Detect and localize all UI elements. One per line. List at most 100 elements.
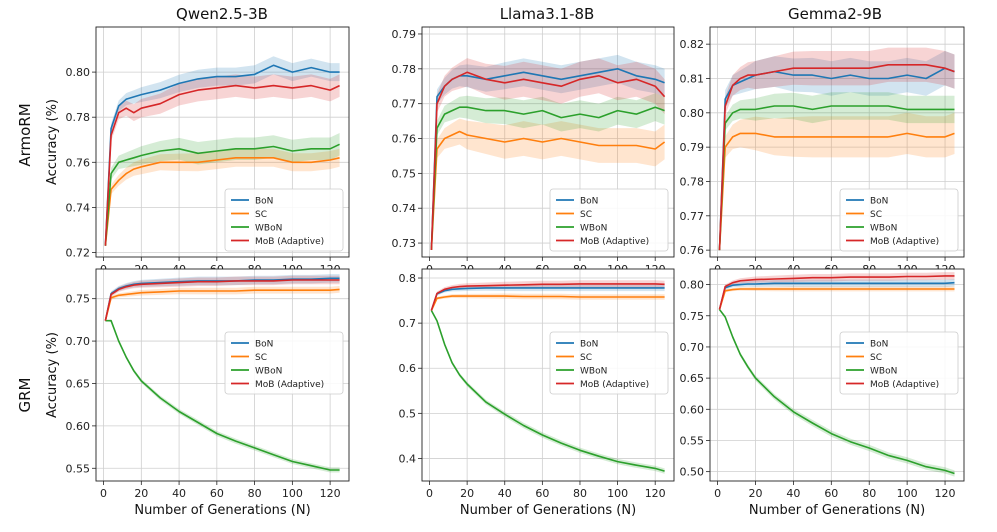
x-tick-label-2: 40 (172, 487, 186, 500)
series-line-wbon (718, 309, 955, 475)
y-tick-label-3: 0.79 (680, 141, 705, 154)
x-tick-label-6: 120 (320, 487, 341, 500)
plot-frame (709, 268, 965, 482)
x-tick-label-0: 0 (714, 487, 721, 500)
y-tick-label-0: 0.4 (399, 452, 417, 465)
legend-label-2: WBoN (255, 224, 282, 234)
x-tick-label-4: 80 (573, 487, 587, 500)
y-tick-label-6: 0.80 (680, 279, 705, 292)
band-bon (105, 274, 340, 321)
series-line-sc (718, 132, 955, 251)
y-tick-label-4: 0.70 (680, 341, 705, 354)
legend-label-2: WBoN (580, 367, 607, 377)
plot-frame (421, 268, 675, 482)
chart-panel-2: 0204060801001200.730.740.750.760.770.780… (392, 26, 675, 276)
band-bon (431, 54, 665, 251)
y-tick-label-2: 0.76 (66, 156, 91, 169)
y-tick-label-2: 0.78 (680, 175, 705, 188)
column-title-2: Llama3.1-8B (500, 5, 595, 23)
series-line-wbon (430, 310, 665, 472)
legend-box (549, 331, 669, 395)
legend: BoN SC WBoN MoB (Adaptive) (549, 188, 669, 252)
y-tick-label-3: 0.78 (66, 111, 91, 124)
y-tick-label-6: 0.79 (392, 28, 417, 41)
series-line-mob-adaptive- (430, 71, 666, 251)
legend: BoN SC WBoN MoB (Adaptive) (224, 331, 344, 395)
chart-panel-3: 0204060801001200.760.770.780.790.800.810… (680, 26, 965, 276)
band-wbon (719, 92, 955, 251)
y-tick-label-2: 0.60 (680, 403, 705, 416)
legend-label-1: SC (580, 353, 592, 363)
y-tick-label-1: 0.60 (66, 420, 91, 433)
band-sc (719, 112, 955, 251)
series-line-sc (104, 288, 340, 321)
legend-label-0: BoN (580, 340, 598, 350)
x-tick-label-1: 20 (748, 487, 762, 500)
legend-label-1: SC (870, 353, 882, 363)
legend-label-0: BoN (580, 197, 598, 207)
band-mob-adaptive- (719, 272, 955, 310)
x-tick-label-3: 60 (535, 487, 549, 500)
column-title-3: Gemma2-9B (788, 5, 882, 23)
legend: BoN SC WBoN MoB (Adaptive) (839, 331, 959, 395)
y-tick-label-0: 0.55 (66, 462, 91, 475)
legend-label-2: WBoN (870, 224, 897, 234)
legend-label-2: WBoN (870, 367, 897, 377)
y-tick-label-0: 0.72 (66, 246, 91, 259)
y-tick-label-2: 0.6 (399, 362, 417, 375)
x-tick-label-5: 100 (282, 487, 303, 500)
chart-panel-6: 0 20 40 60 80 100 120 0.50 0.55 0.60 0.65 0.70 0.75 0… (680, 268, 965, 518)
legend: BoN SC WBoN MoB (Adaptive) (549, 331, 669, 395)
legend-label-1: SC (255, 210, 267, 220)
series-line-mob-adaptive- (104, 279, 340, 321)
x-tick-label-4: 80 (862, 487, 876, 500)
x-tick-label-3: 60 (210, 487, 224, 500)
legend-label-1: SC (580, 210, 592, 220)
series-line-sc (430, 130, 666, 251)
y-axis-label: Accuracy (%) (45, 99, 60, 185)
y-tick-label-3: 0.76 (392, 133, 417, 146)
legend-label-0: BoN (870, 197, 888, 207)
band-mob-adaptive- (105, 74, 340, 246)
y-tick-label-2: 0.75 (392, 167, 417, 180)
y-tick-label-3: 0.7 (399, 317, 417, 330)
band-mob-adaptive- (719, 47, 955, 251)
series-line-wbon (104, 143, 340, 246)
plot-frame (95, 26, 350, 258)
plot-frame (421, 26, 675, 258)
x-tick-label-1: 20 (134, 487, 148, 500)
y-tick-label-3: 0.65 (680, 372, 705, 385)
y-tick-label-1: 0.77 (680, 210, 705, 223)
legend-box (839, 188, 959, 252)
y-tick-label-4: 0.75 (66, 293, 91, 306)
legend-label-0: BoN (255, 197, 273, 207)
band-bon (105, 56, 340, 246)
series-line-bon (718, 67, 955, 251)
plot-frame (95, 268, 350, 482)
legend-label-0: BoN (255, 340, 273, 350)
legend-box (224, 188, 344, 252)
legend-label-3: MoB (Adaptive) (255, 380, 324, 390)
band-bon (719, 279, 955, 310)
series-line-mob-adaptive- (430, 283, 665, 311)
chart-panel-5: 0 20 40 60 80 100 120 0.4 0.5 0.6 0.7 0.8 Number of … (399, 268, 675, 518)
chart-panel-1: 0204060801001200.720.740.760.780.80Accur… (45, 26, 350, 276)
band-sc (431, 118, 665, 250)
legend-box (549, 188, 669, 252)
y-tick-label-1: 0.74 (392, 202, 417, 215)
band-mob-adaptive- (105, 275, 340, 321)
legend-label-2: WBoN (255, 367, 282, 377)
x-tick-label-1: 20 (460, 487, 474, 500)
legend-box (224, 331, 344, 395)
row-label-armorm: ArmoRM (16, 103, 34, 166)
x-tick-label-0: 0 (100, 487, 107, 500)
series-line-bon (718, 281, 955, 310)
series-line-sc (104, 157, 340, 246)
y-tick-label-1: 0.74 (66, 201, 91, 214)
x-tick-label-2: 40 (786, 487, 800, 500)
series-line-bon (104, 64, 340, 246)
y-tick-label-0: 0.76 (680, 244, 705, 257)
series-line-mob-adaptive- (718, 64, 955, 251)
legend-label-0: BoN (870, 340, 888, 350)
